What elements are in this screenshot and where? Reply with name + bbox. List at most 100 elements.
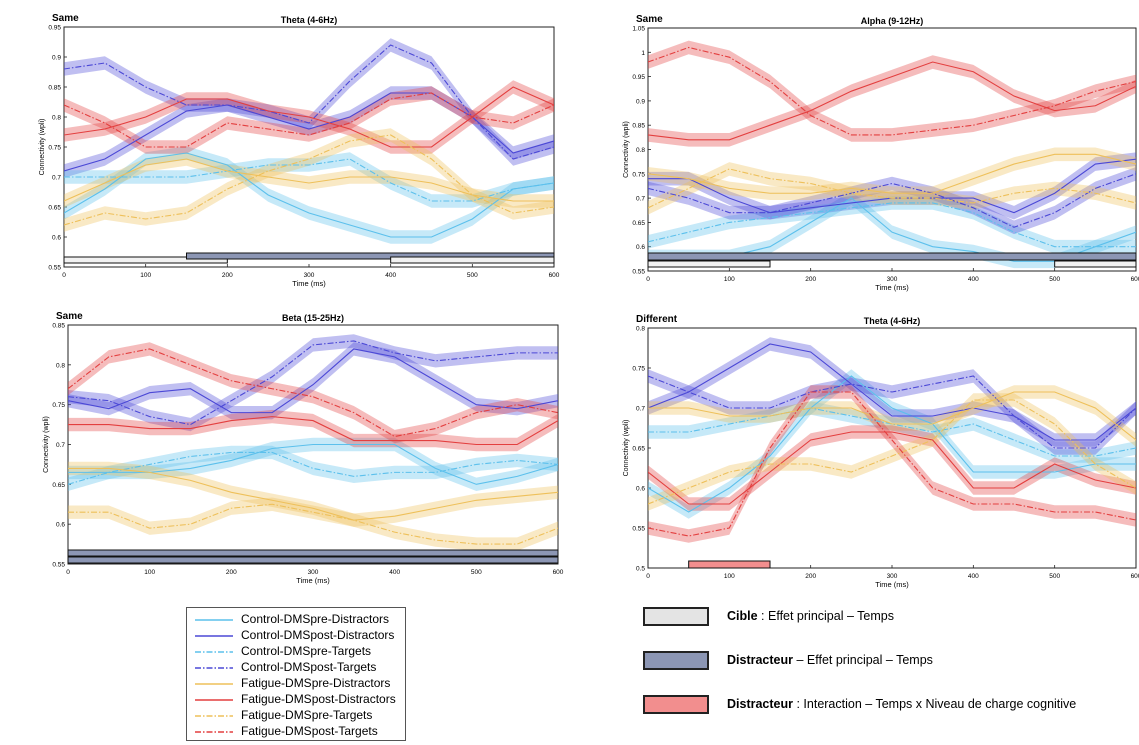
series-line-Fatigue-DMSpre-Distractors (648, 391, 1136, 441)
series-line-Fatigue-DMSpost-Targets (648, 46, 1136, 136)
y-tick-label: 0.85 (52, 323, 65, 330)
key-bold-target: Cible (727, 609, 758, 623)
chart-title: Alpha (9-12Hz) (861, 16, 924, 26)
legend-item: Control-DMSpre-Targets (193, 644, 405, 660)
y-tick-label: 0.65 (632, 220, 645, 227)
x-tick-label: 0 (646, 276, 650, 283)
legend-item: Fatigue-DMSpost-Targets (193, 724, 405, 740)
x-tick-label: 400 (968, 573, 979, 580)
key-swatch-interaction (643, 695, 709, 714)
legend-item: Control-DMSpost-Distractors (193, 628, 405, 644)
chart-title: Theta (4-6Hz) (281, 15, 338, 25)
y-tick-label: 0.75 (632, 171, 645, 178)
legend-item: Fatigue-DMSpost-Distractors (193, 692, 405, 708)
y-axis-label: Connectivity (wpli) (43, 416, 50, 473)
x-axis-label: Time (ms) (292, 279, 326, 288)
series-band-Control-DMSpost-Targets (64, 38, 554, 166)
series-band-Fatigue-DMSpost-Targets (68, 342, 558, 444)
series-band-Fatigue-DMSpost-Targets (648, 40, 1136, 142)
legend-line-swatch (195, 731, 233, 733)
series-band-Control-DMSpost-Targets (648, 166, 1136, 235)
legend-line-swatch (195, 667, 233, 669)
y-tick-label: 0.75 (632, 366, 645, 373)
y-tick-label: 0.55 (632, 526, 645, 533)
chart-title: Beta (15-25Hz) (282, 313, 344, 323)
series-line-Control-DMSpost-Distractors (648, 343, 1136, 441)
series-band-Fatigue-DMSpre-Distractors (648, 147, 1136, 201)
series-line-Fatigue-DMSpost-Distractors (648, 61, 1136, 141)
legend-line-swatch (195, 635, 233, 637)
series-band-Fatigue-DMSpost-Distractors (648, 55, 1136, 147)
series-band-Control-DMSpre-Distractors (648, 191, 1136, 269)
key-text-target: : Effet principal – Temps (757, 609, 894, 623)
condition-label: Different (636, 314, 678, 325)
chart-panel-4: Different Theta (4-6Hz) 0 100 200 300 400 500 60… (623, 314, 1139, 589)
series-band-Control-DMSpost-Targets (68, 334, 558, 432)
series-line-Control-DMSpost-Targets (648, 375, 1136, 449)
y-axis-label: Connectivity (wpli) (623, 121, 630, 178)
key-text-distractor: – Effet principal – Temps (793, 653, 933, 667)
y-tick-label: 0.7 (636, 406, 645, 413)
series-line-Control-DMSpre-Targets (64, 158, 554, 202)
y-axis-label: Connectivity (wpli) (39, 119, 46, 176)
series-band-Control-DMSpost-Distractors (648, 337, 1136, 447)
y-tick-label: 0.7 (56, 442, 65, 449)
key-text-interaction: : Interaction – Temps x Niveau de charge… (793, 697, 1077, 711)
x-tick-label: 400 (968, 276, 979, 283)
series-band-Fatigue-DMSpre-Distractors (68, 461, 558, 527)
series-band-Control-DMSpre-Targets (648, 401, 1136, 463)
legend-label: Control-DMSpost-Distractors (241, 628, 395, 642)
x-tick-label: 100 (140, 272, 151, 279)
condition-label: Same (636, 14, 663, 25)
x-tick-label: 500 (1049, 276, 1060, 283)
y-tick-label: 0.7 (52, 175, 61, 182)
chart-panel-1: Same Theta (4-6Hz) 0 100 200 300 400 500 600 0.55… (39, 13, 560, 288)
x-tick-label: 600 (1131, 276, 1139, 283)
y-tick-label: 0.8 (636, 147, 645, 154)
x-tick-label: 400 (389, 569, 400, 576)
series-line-Fatigue-DMSpre-Targets (64, 134, 554, 226)
significance-bar-target (390, 256, 555, 264)
chart-panel-2: Same Alpha (9-12Hz) 0 100 200 300 400 500 600 0.5… (623, 14, 1139, 292)
y-tick-label: 0.6 (636, 486, 645, 493)
condition-label: Same (52, 13, 79, 24)
x-tick-label: 500 (467, 272, 478, 279)
series-line-Control-DMSpost-Distractors (68, 348, 558, 414)
y-tick-label: 0.6 (52, 235, 61, 242)
series-line-Control-DMSpost-Targets (68, 340, 558, 426)
x-tick-label: 300 (887, 276, 898, 283)
x-tick-label: 500 (471, 569, 482, 576)
x-tick-label: 200 (805, 573, 816, 580)
legend-label: Control-DMSpre-Targets (241, 644, 372, 658)
legend-label: Fatigue-DMSpre-Targets (241, 708, 373, 722)
series-band-Control-DMSpost-Distractors (68, 342, 558, 420)
significance-bar-target (63, 256, 228, 264)
x-axis-label: Time (ms) (875, 283, 909, 292)
x-tick-label: 200 (222, 272, 233, 279)
series-layer (68, 334, 558, 551)
y-tick-label: 0.85 (48, 85, 61, 92)
legend-label: Fatigue-DMSpost-Targets (241, 724, 378, 738)
series-line-Fatigue-DMSpre-Targets (68, 503, 558, 545)
key-bold-interaction: Distracteur (727, 697, 793, 711)
y-tick-label: 0.75 (52, 402, 65, 409)
series-band-Control-DMSpre-Targets (64, 152, 554, 208)
series-line-Fatigue-DMSpost-Targets (68, 348, 558, 438)
series-band-Control-DMSpost-Distractors (64, 86, 554, 178)
series-band-Fatigue-DMSpre-Targets (648, 162, 1136, 215)
legend-line-swatch (195, 683, 233, 685)
series-band-Control-DMSpre-Targets (68, 445, 558, 492)
y-tick-label: 0.95 (48, 25, 61, 32)
chart-title: Theta (4-6Hz) (864, 316, 921, 326)
x-tick-label: 0 (66, 569, 70, 576)
series-line-Control-DMSpre-Distractors (648, 375, 1136, 513)
y-tick-label: 0.6 (56, 522, 65, 529)
y-tick-label: 0.65 (52, 482, 65, 489)
legend-label: Fatigue-DMSpost-Distractors (241, 692, 396, 706)
series-band-Fatigue-DMSpre-Targets (648, 393, 1136, 511)
y-tick-label: 0.55 (48, 265, 61, 272)
legend-label: Control-DMSpost-Targets (241, 660, 377, 674)
legend-line-swatch (195, 619, 233, 621)
series-layer (64, 38, 554, 244)
